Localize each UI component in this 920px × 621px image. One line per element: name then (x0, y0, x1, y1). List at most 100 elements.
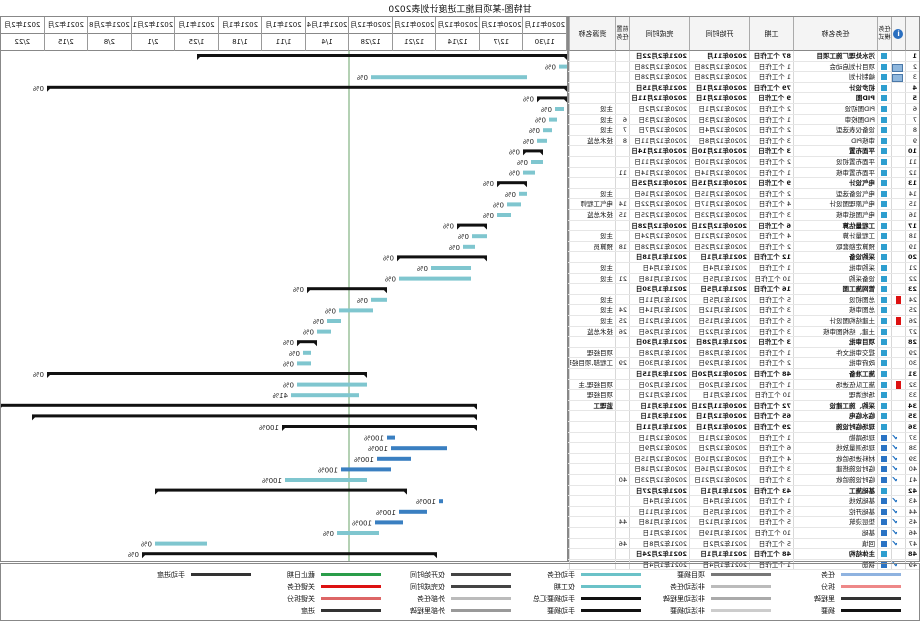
duration-cell[interactable]: 10 个工作日 (749, 528, 793, 538)
summary-bar[interactable] (307, 287, 387, 291)
header-id[interactable] (905, 17, 919, 51)
table-row[interactable]: 46 基础 10 个工作日 2021年1月19日 2021年2月1日 ✔ (567, 528, 919, 539)
finish-cell[interactable]: 2020年12月24日 (629, 231, 689, 241)
duration-cell[interactable]: 5 个工作日 (749, 538, 793, 549)
resource-cell[interactable]: 项目经理,主 (569, 379, 615, 390)
resource-cell[interactable] (569, 485, 615, 496)
header-predecessors[interactable]: 前置任务 (615, 17, 629, 51)
resource-cell[interactable]: 主设 (569, 231, 615, 241)
table-row[interactable]: 1 污水处理厂施工项目 87 个工作日 2020年11月 2021年2月22日 (567, 51, 919, 62)
header-info[interactable]: i (891, 17, 905, 51)
task-name-cell[interactable]: 工程量估算 (793, 220, 877, 231)
predecessor-cell[interactable] (615, 104, 629, 114)
start-cell[interactable]: 2021年1月12日 (689, 517, 749, 527)
predecessor-cell[interactable]: 11 (615, 167, 629, 178)
duration-cell[interactable]: 43 个工作日 (749, 485, 793, 496)
table-row[interactable]: 44 基础开挖 5 个工作日 2021年1月5日 2021年1月11日 ✔ (567, 506, 919, 518)
start-cell[interactable]: 2020年12月2日 (689, 443, 749, 453)
table-row[interactable]: 10 平面布置 3 个工作日 2020年12月10日 2020年12月14日 (567, 146, 919, 157)
summary-start-marker[interactable] (474, 414, 477, 421)
start-cell[interactable]: 2021年2月1日 (689, 390, 749, 400)
finish-cell[interactable]: 2020年12月28日 (629, 220, 689, 231)
row-indicators[interactable] (891, 252, 905, 262)
table-row[interactable]: 28 项目审批 3 个工作日 2021年1月28日 2021年1月30日 (567, 337, 919, 348)
table-row[interactable]: 23 管网施工图 16 个工作日 2021年1月5日 2021年1月30日 (567, 284, 919, 295)
task-bar[interactable] (399, 509, 427, 514)
predecessor-cell[interactable] (615, 496, 629, 506)
task-bar[interactable] (549, 117, 557, 122)
table-row[interactable]: 45 垫层浇筑 5 个工作日 2021年1月12日 2021年1月18日 44 ✔ (567, 517, 919, 528)
resource-cell[interactable] (569, 411, 615, 421)
resource-cell[interactable] (569, 422, 615, 432)
finish-cell[interactable]: 2021年2月22日 (629, 51, 689, 61)
finish-cell[interactable]: 2020年12月2日 (629, 104, 689, 114)
progress-label[interactable]: 0% (293, 286, 304, 294)
progress-label[interactable]: 0% (283, 360, 294, 368)
task-bar[interactable] (377, 456, 411, 461)
summary-end-marker[interactable] (297, 340, 300, 347)
resource-cell[interactable] (569, 284, 615, 294)
task-name-cell[interactable]: 土建、结构图审核 (793, 326, 877, 337)
resource-cell[interactable] (569, 72, 615, 82)
resource-cell[interactable] (569, 93, 615, 103)
predecessor-cell[interactable] (615, 146, 629, 156)
progress-label[interactable]: 100% (368, 445, 388, 453)
task-name-cell[interactable]: PID图 (793, 93, 877, 103)
row-id[interactable]: 41 (905, 475, 919, 485)
finish-cell[interactable]: 2020年12月14日 (629, 146, 689, 156)
predecessor-cell[interactable]: 18 (615, 241, 629, 252)
table-row[interactable]: 40 临时设施搭建 3 个工作日 2020年12月16日 2020年12月18日 ✔ (567, 464, 919, 475)
summary-end-marker[interactable] (197, 54, 200, 60)
table-row[interactable]: 34 采购、施工建设 72 个工作日 2020年11月21日 2021年3月1日 监理工 (567, 400, 919, 412)
task-name-cell[interactable]: 编制计划 (793, 72, 877, 82)
predecessor-cell[interactable] (615, 432, 629, 443)
summary-start-marker[interactable] (384, 287, 387, 294)
summary-end-marker[interactable] (32, 414, 35, 421)
progress-label[interactable]: 0% (325, 307, 336, 315)
finish-cell[interactable]: 2021年3月15日 (629, 369, 689, 379)
row-indicators[interactable] (891, 347, 905, 358)
task-bar[interactable] (391, 446, 447, 451)
task-name-cell[interactable]: 临时设施验收 (793, 475, 877, 485)
summary-bar[interactable] (297, 340, 317, 344)
start-cell[interactable]: 2021年1月22日 (689, 326, 749, 337)
task-name-cell[interactable]: 项目审批 (793, 337, 877, 347)
summary-end-marker[interactable] (155, 488, 158, 495)
start-cell[interactable]: 2021年1月15日 (689, 316, 749, 326)
task-bar[interactable] (375, 520, 403, 525)
finish-cell[interactable]: 2020年12月7日 (629, 125, 689, 135)
task-bar[interactable] (371, 75, 527, 80)
start-cell[interactable]: 2020年12月15日 (689, 188, 749, 199)
duration-cell[interactable]: 1 个工作日 (749, 61, 793, 72)
table-row[interactable]: 5 PID图 9 个工作日 2020年12月1日 2020年12月11日 (567, 93, 919, 104)
row-id[interactable]: 20 (905, 252, 919, 262)
predecessor-cell[interactable] (615, 400, 629, 411)
predecessor-cell[interactable] (615, 337, 629, 347)
progress-label[interactable]: 100% (352, 519, 372, 527)
finish-cell[interactable]: 2020年12月18日 (629, 464, 689, 474)
predecessor-cell[interactable] (615, 464, 629, 474)
resource-cell[interactable]: 主设 (569, 273, 615, 284)
summary-end-marker[interactable] (142, 552, 145, 559)
duration-cell[interactable]: 3 个工作日 (749, 337, 793, 347)
resource-cell[interactable] (569, 178, 615, 188)
start-cell[interactable]: 2021年1月1日 (689, 485, 749, 496)
predecessor-cell[interactable]: 8 (615, 135, 629, 146)
task-name-cell[interactable]: 施工准备 (793, 369, 877, 379)
header-resource[interactable]: 资源名称 (569, 17, 615, 51)
row-id[interactable]: 16 (905, 210, 919, 220)
task-name-cell[interactable]: 场地清理 (793, 390, 877, 400)
duration-cell[interactable]: 2 个工作日 (749, 104, 793, 114)
table-row[interactable]: 20 采购设备 12 个工作日 2021年1月1日 2021年1月18日 (567, 252, 919, 263)
duration-cell[interactable]: 3 个工作日 (749, 146, 793, 156)
table-row[interactable]: 7 PID图校审 1 个工作日 2020年12月3日 2020年12月3日 6 主设 (567, 114, 919, 126)
task-bar[interactable] (463, 244, 475, 249)
resource-cell[interactable] (569, 475, 615, 485)
predecessor-cell[interactable]: 40 (615, 475, 629, 485)
start-cell[interactable]: 2020年12月14日 (689, 167, 749, 178)
header-task-mode[interactable]: 任务模式 (877, 17, 891, 51)
task-bar[interactable] (285, 478, 367, 482)
row-indicators[interactable] (891, 220, 905, 231)
finish-cell[interactable]: 2021年3月1日 (629, 411, 689, 421)
table-row[interactable]: 17 工程量估算 6 个工作日 2020年12月21日 2020年12月28日 (567, 220, 919, 232)
